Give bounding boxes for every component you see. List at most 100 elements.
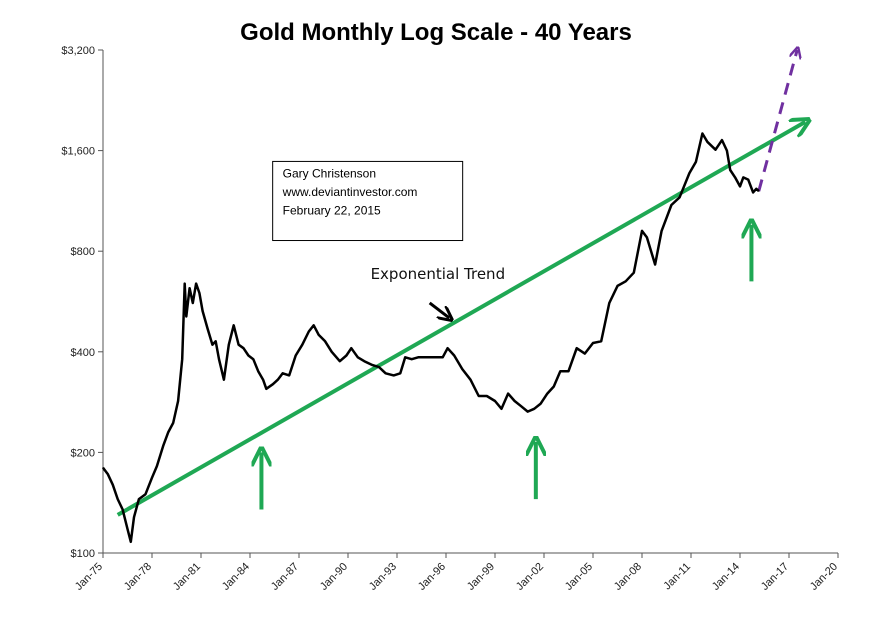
gold-price-point xyxy=(559,370,561,372)
gold-price-point xyxy=(172,422,174,424)
gold-price-point xyxy=(661,230,663,232)
y-tick-label: $3,200 xyxy=(61,45,95,57)
gold-price-point xyxy=(726,150,728,152)
gold-price-point xyxy=(233,324,235,326)
gold-price-point xyxy=(282,372,284,374)
gold-price-point xyxy=(494,400,496,402)
y-tick-label: $400 xyxy=(71,347,95,359)
gold-price-point xyxy=(277,379,279,381)
gold-price-point xyxy=(533,408,535,410)
gold-price-point xyxy=(714,149,717,151)
gold-price-point xyxy=(345,354,347,357)
gold-price-point xyxy=(371,364,374,366)
series-group xyxy=(101,132,760,544)
gold-price-point xyxy=(447,347,449,349)
gold-price-point xyxy=(514,400,516,402)
gold-price-point xyxy=(162,444,164,446)
gold-price-point xyxy=(679,196,681,198)
gold-price-point xyxy=(752,191,754,193)
y-tick-label: $1,600 xyxy=(61,146,95,158)
projection-line xyxy=(757,50,797,192)
gold-price-point xyxy=(378,366,380,368)
gold-price-point xyxy=(411,358,413,360)
gold-price-point xyxy=(138,498,140,500)
gold-price-point xyxy=(646,236,648,238)
gold-price-point xyxy=(301,344,303,346)
gold-price-point xyxy=(350,347,352,349)
gold-price-point xyxy=(206,327,209,329)
gold-price-point xyxy=(211,344,213,346)
gold-price-point xyxy=(600,340,602,342)
gold-price-point xyxy=(734,176,736,178)
gold-price-point xyxy=(399,372,401,374)
trend-group xyxy=(116,50,806,517)
gold-price-point xyxy=(308,330,310,333)
gold-price-point xyxy=(469,379,472,381)
gold-price-point xyxy=(218,358,220,360)
gold-price-point xyxy=(223,379,225,381)
y-tick-label: $200 xyxy=(71,447,95,459)
exponential-trend-line xyxy=(116,122,806,517)
gold-price-point xyxy=(184,283,186,285)
gold-price-point xyxy=(126,528,129,530)
trend-pointer-arrow xyxy=(428,301,450,318)
gold-price-point xyxy=(688,172,691,174)
gold-price-point xyxy=(527,411,529,413)
gold-price-point xyxy=(453,354,455,357)
gold-price-point xyxy=(520,405,522,407)
author-info-line: Gary Christenson xyxy=(283,166,376,180)
gold-price-point xyxy=(567,370,570,372)
gold-price-point xyxy=(339,360,341,362)
gold-price-point xyxy=(151,477,153,479)
gold-price-point xyxy=(442,356,444,358)
gold-price-point xyxy=(461,368,463,370)
gold-price-point xyxy=(324,340,326,342)
gold-price-point xyxy=(478,395,480,397)
gold-price-point xyxy=(215,340,217,342)
gold-price-point xyxy=(755,188,757,190)
gold-price-point xyxy=(252,358,254,360)
gold-price-point xyxy=(434,356,436,358)
gold-price-point xyxy=(189,287,191,289)
gold-price-point xyxy=(102,467,104,469)
gold-price-point xyxy=(288,374,290,376)
gold-price-point xyxy=(122,508,124,510)
gold-price-point xyxy=(238,344,240,346)
gold-price-point xyxy=(257,370,259,372)
gold-price-point xyxy=(318,334,320,336)
gold-price-point xyxy=(739,185,741,187)
gold-price-point xyxy=(576,347,578,349)
gold-price-point xyxy=(167,431,169,433)
gold-price-point xyxy=(393,374,395,376)
gold-price-point xyxy=(540,403,542,405)
gold-price-point xyxy=(641,230,643,232)
gold-price-point xyxy=(331,351,333,353)
author-info-box xyxy=(272,160,464,242)
gold-price-point xyxy=(608,302,610,304)
gold-price-point xyxy=(584,353,586,355)
arrows-group xyxy=(261,225,751,510)
gold-price-point xyxy=(357,356,359,358)
author-info-line: February 22, 2015 xyxy=(283,204,381,218)
gold-price-point xyxy=(313,324,315,326)
gold-price-point xyxy=(721,139,723,141)
gold-price-point xyxy=(758,190,760,192)
gold-price-point xyxy=(117,498,119,500)
gold-price-point xyxy=(404,356,406,358)
gold-price-point xyxy=(156,465,158,467)
gold-price-point xyxy=(272,383,274,385)
gold-price-point xyxy=(742,176,744,178)
gold-price-point xyxy=(265,388,267,390)
gold-price-point xyxy=(425,356,427,358)
annotations-group: Exponential Trend Gary Christenson www.dev… xyxy=(272,160,505,318)
gold-price-point xyxy=(185,315,187,318)
gold-price-point xyxy=(262,379,264,381)
gold-price-point xyxy=(417,356,419,358)
gold-price-point xyxy=(706,141,708,143)
gold-price-point xyxy=(242,347,245,349)
gold-price-point xyxy=(195,283,197,285)
gold-price-point xyxy=(202,310,204,312)
gold-price-point xyxy=(385,372,387,374)
y-tick-label: $800 xyxy=(71,246,95,258)
